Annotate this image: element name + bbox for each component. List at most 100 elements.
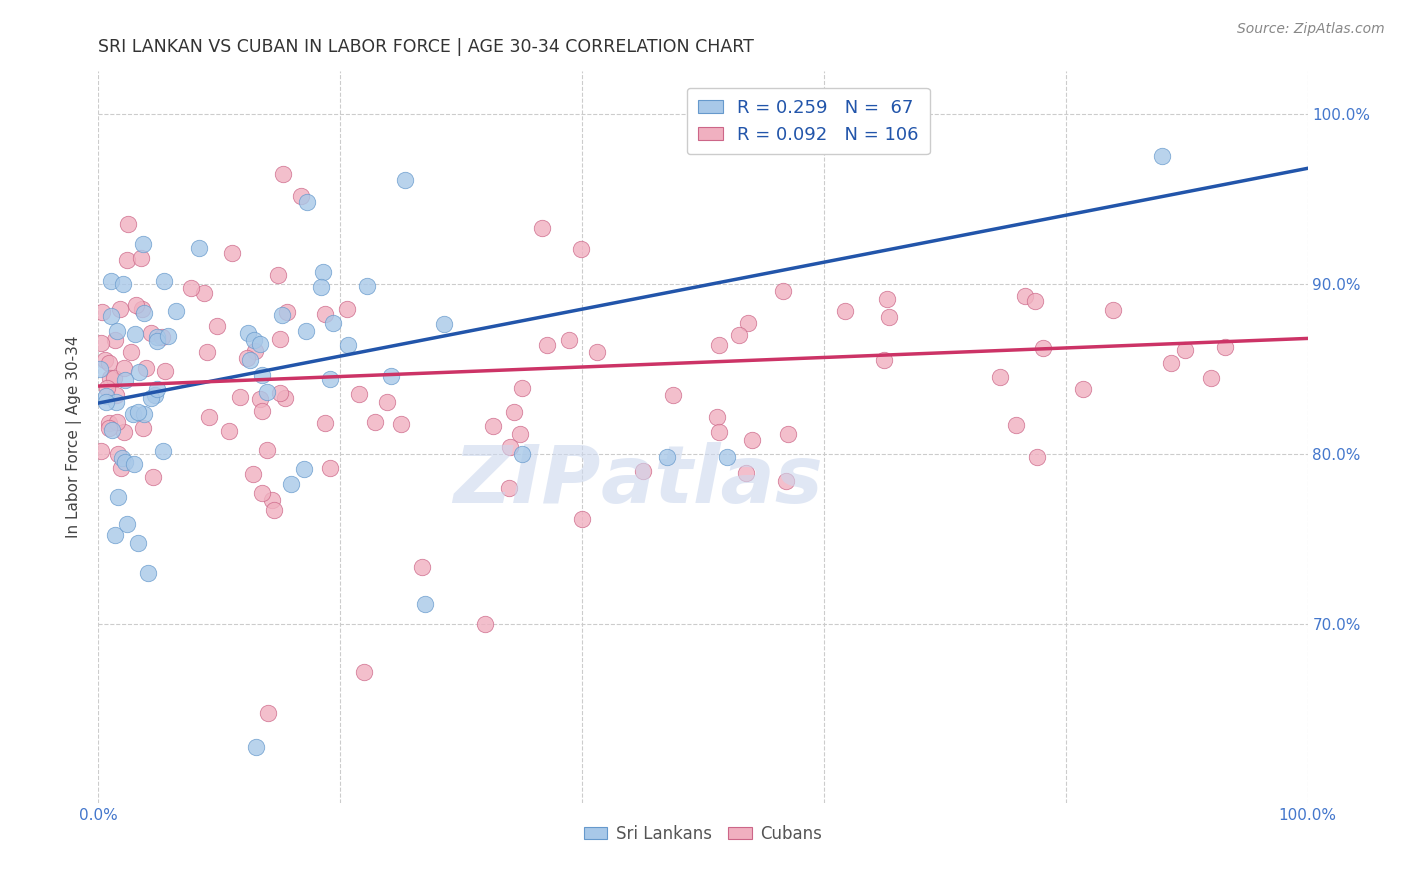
Point: [129, 252, 152, 266]
Point: [145, 334, 167, 348]
Point: [112, 277, 135, 292]
Text: Source: ZipAtlas.com: Source: ZipAtlas.com: [1237, 22, 1385, 37]
Point: [716, 450, 738, 465]
Point: [250, 486, 273, 500]
Point: [706, 409, 728, 424]
Point: [146, 330, 169, 344]
Point: [571, 512, 593, 526]
Point: [531, 220, 554, 235]
Point: [131, 302, 153, 317]
Point: [1032, 341, 1054, 355]
Point: [988, 369, 1011, 384]
Point: [236, 351, 259, 366]
Point: [280, 477, 302, 491]
Point: [482, 418, 505, 433]
Point: [260, 492, 283, 507]
Point: [112, 361, 135, 376]
Point: [94, 389, 117, 403]
Point: [104, 388, 127, 402]
Point: [433, 317, 456, 331]
Point: [249, 337, 271, 351]
Point: [205, 318, 228, 333]
Point: [114, 373, 136, 387]
Point: [111, 451, 134, 466]
Point: [112, 425, 135, 440]
Point: [778, 427, 800, 442]
Point: [709, 338, 731, 352]
Point: [104, 527, 127, 541]
Point: [290, 189, 312, 203]
Point: [322, 317, 344, 331]
Point: [873, 352, 896, 367]
Point: [245, 739, 267, 754]
Point: [153, 364, 176, 378]
Point: [131, 237, 153, 252]
Point: [394, 173, 416, 187]
Point: [411, 560, 433, 574]
Point: [263, 503, 285, 517]
Point: [236, 326, 259, 340]
Point: [122, 407, 145, 421]
Point: [107, 446, 129, 460]
Point: [195, 345, 218, 359]
Point: [336, 338, 359, 352]
Point: [271, 167, 294, 181]
Point: [270, 308, 292, 322]
Point: [221, 246, 243, 260]
Text: atlas: atlas: [600, 442, 823, 520]
Point: [585, 345, 607, 359]
Point: [1160, 356, 1182, 370]
Point: [498, 481, 520, 495]
Point: [100, 309, 122, 323]
Point: [120, 345, 142, 359]
Point: [98, 371, 121, 385]
Point: [218, 425, 240, 439]
Point: [146, 382, 169, 396]
Point: [319, 461, 342, 475]
Point: [834, 304, 856, 318]
Point: [536, 338, 558, 352]
Point: [274, 391, 297, 405]
Point: [142, 470, 165, 484]
Point: [150, 330, 173, 344]
Point: [772, 285, 794, 299]
Point: [741, 434, 763, 448]
Point: [135, 361, 157, 376]
Point: [124, 326, 146, 341]
Point: [250, 404, 273, 418]
Point: [124, 458, 146, 472]
Point: [143, 388, 166, 402]
Legend: Sri Lankans, Cubans: Sri Lankans, Cubans: [578, 818, 828, 849]
Point: [229, 390, 252, 404]
Point: [94, 395, 117, 409]
Point: [193, 286, 215, 301]
Point: [100, 423, 122, 437]
Point: [239, 353, 262, 368]
Point: [165, 304, 187, 318]
Point: [105, 324, 128, 338]
Point: [98, 421, 121, 435]
Point: [1152, 149, 1174, 163]
Point: [252, 368, 274, 382]
Point: [90, 444, 112, 458]
Point: [110, 461, 132, 475]
Point: [728, 327, 751, 342]
Point: [734, 467, 756, 481]
Point: [353, 665, 375, 679]
Point: [96, 381, 118, 395]
Point: [1101, 302, 1123, 317]
Point: [243, 333, 266, 347]
Point: [107, 490, 129, 504]
Point: [105, 415, 128, 429]
Point: [499, 440, 522, 454]
Point: [509, 427, 531, 442]
Point: [1024, 294, 1046, 309]
Point: [1071, 382, 1094, 396]
Point: [319, 372, 342, 386]
Point: [141, 392, 163, 406]
Point: [157, 329, 180, 343]
Point: [1014, 289, 1036, 303]
Point: [114, 455, 136, 469]
Point: [267, 268, 290, 282]
Point: [709, 425, 731, 439]
